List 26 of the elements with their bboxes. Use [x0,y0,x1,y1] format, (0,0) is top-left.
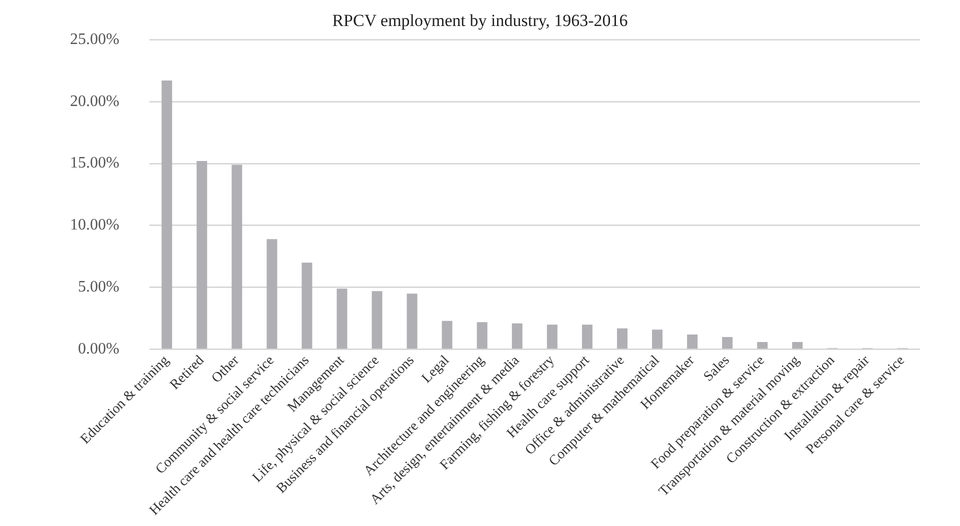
bar [687,334,698,349]
chart-title: RPCV employment by industry, 1963-2016 [332,10,628,30]
y-tick-label: 10.00% [70,216,120,234]
bar [336,288,348,349]
bar [442,320,452,349]
bar [582,324,592,349]
bar [616,328,628,349]
bar [162,80,172,349]
y-tick-label: 15.00% [70,154,120,172]
bar [406,294,418,349]
bar [266,239,278,349]
bar [476,322,488,349]
bar [232,164,242,349]
y-tick-label: 5.00% [78,278,120,296]
bar [302,262,312,349]
y-tick-label: 0.00% [78,340,120,358]
bar [757,342,768,349]
bar [722,337,733,349]
bar [372,291,382,349]
y-tick-label: 25.00% [70,30,120,48]
bar [196,161,208,349]
y-tick-label: 20.00% [70,92,120,110]
bar [546,324,558,349]
bar [512,323,522,349]
bar [792,342,803,349]
bar [652,330,663,349]
